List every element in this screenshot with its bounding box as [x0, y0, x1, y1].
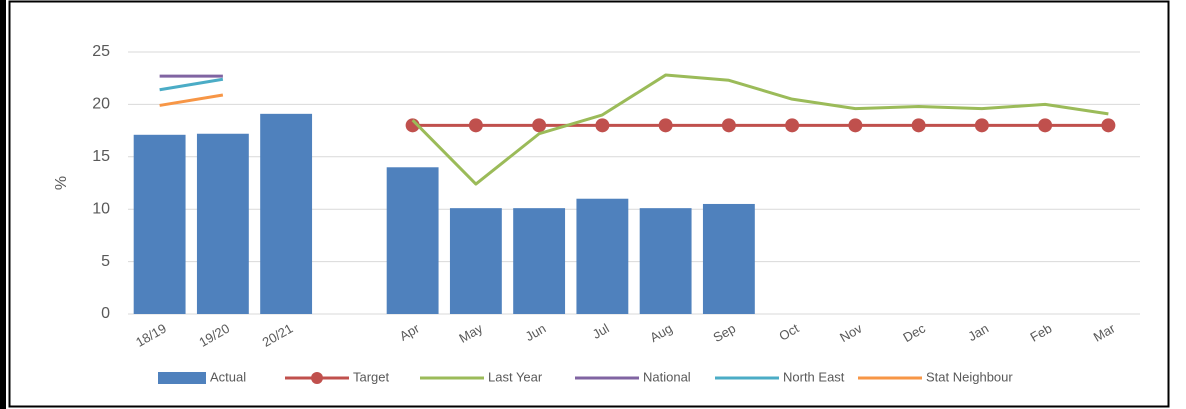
y-tick-label: 20: [92, 96, 110, 113]
bar: [386, 167, 439, 314]
legend-swatch: [158, 372, 206, 384]
legend-label: North East: [783, 369, 845, 384]
legend-marker: [311, 372, 323, 384]
edge-bar: [0, 0, 6, 409]
legend-label: National: [643, 369, 691, 384]
bar: [260, 113, 313, 314]
marker: [785, 118, 800, 133]
marker: [468, 118, 483, 133]
marker: [911, 118, 926, 133]
marker: [974, 118, 989, 133]
bar: [133, 134, 186, 314]
y-tick-label: 0: [101, 305, 110, 322]
bar: [513, 208, 566, 314]
legend-label: Stat Neighbour: [926, 369, 1013, 384]
marker: [848, 118, 863, 133]
legend-label: Last Year: [488, 369, 543, 384]
bar: [702, 203, 755, 314]
bar: [449, 208, 502, 314]
y-axis-label: %: [53, 176, 70, 190]
marker: [658, 118, 673, 133]
line: [159, 93, 224, 107]
marker: [1038, 118, 1053, 133]
y-tick-label: 25: [92, 43, 110, 60]
y-tick-label: 15: [92, 148, 110, 165]
marker: [721, 118, 736, 133]
line: [411, 73, 1109, 186]
bar: [639, 208, 692, 314]
marker: [1101, 118, 1116, 133]
marker: [595, 118, 610, 133]
line: [159, 77, 224, 92]
bar: [196, 133, 249, 314]
y-tick-label: 10: [92, 200, 110, 217]
legend-label: Target: [353, 369, 390, 384]
x-tick-label: Jul: [590, 321, 612, 342]
y-tick-label: 5: [101, 253, 110, 270]
marker: [532, 118, 547, 133]
legend-label: Actual: [210, 369, 246, 384]
bar: [576, 198, 629, 314]
